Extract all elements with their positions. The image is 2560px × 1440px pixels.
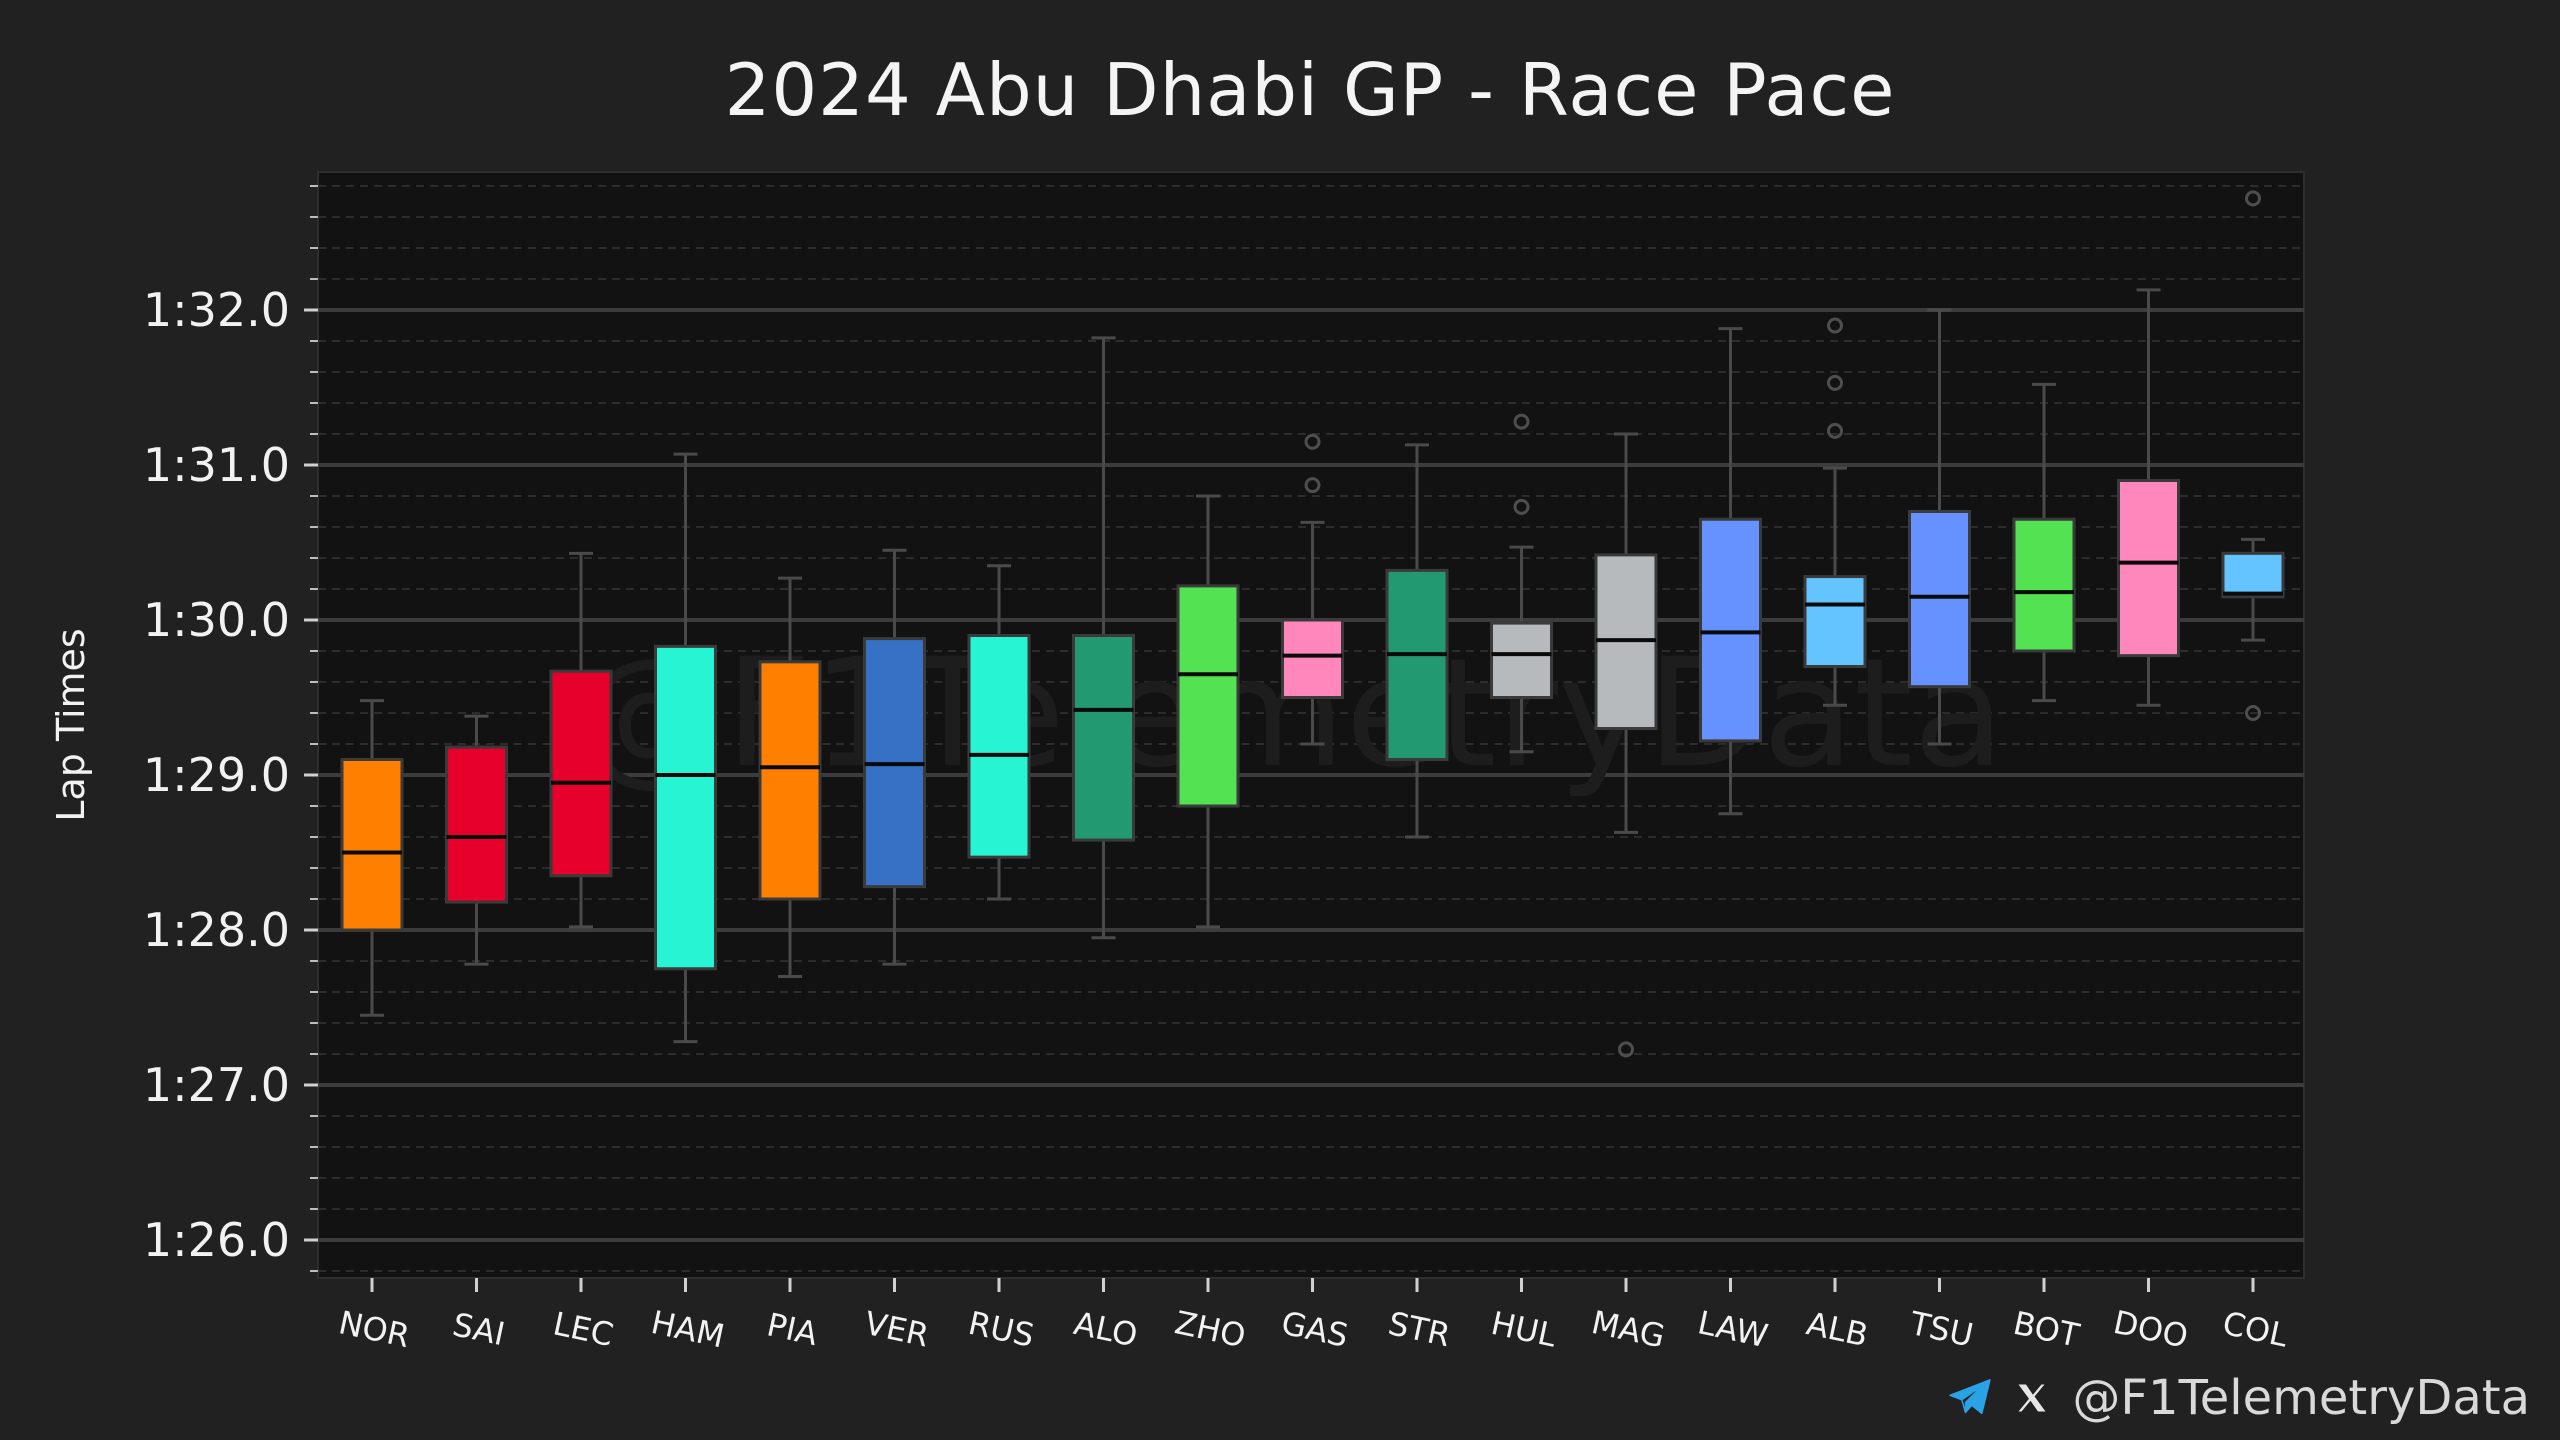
box-law — [1699, 327, 1762, 816]
y-tick-label: 1:30.0 — [143, 593, 290, 647]
x-tick-label: STR — [1385, 1304, 1454, 1354]
iqr-box — [967, 634, 1031, 859]
iqr-box — [549, 669, 613, 878]
iqr-box — [1072, 634, 1135, 842]
box-alo — [1072, 336, 1135, 940]
outlier-point — [1304, 433, 1321, 450]
x-tick-label: TSU — [1906, 1304, 1977, 1355]
iqr-box — [1908, 510, 1971, 689]
x-tick-label: BOT — [2010, 1304, 2083, 1355]
y-tick-label: 1:27.0 — [143, 1058, 290, 1112]
iqr-box — [1176, 584, 1240, 808]
box-rus — [967, 564, 1031, 901]
outlier-point — [1304, 477, 1321, 494]
box-mag — [1594, 432, 1658, 1058]
x-tick-label: RUS — [965, 1304, 1037, 1355]
box-bot — [2012, 382, 2076, 703]
x-tick-label: HAM — [648, 1303, 728, 1355]
iqr-box — [2012, 517, 2076, 653]
x-tick-label: HUL — [1488, 1304, 1560, 1355]
x-tick-label: NOR — [335, 1303, 413, 1355]
box-lec — [549, 551, 613, 929]
outlier-point — [1513, 413, 1530, 430]
y-tick-label: 1:26.0 — [143, 1213, 290, 1267]
iqr-box — [445, 745, 508, 904]
box-ver — [863, 548, 926, 966]
y-tick-label: 1:32.0 — [143, 283, 290, 337]
box-col — [2221, 190, 2285, 721]
box-doo — [2117, 288, 2180, 707]
iqr-box — [758, 660, 822, 901]
y-tick-label: 1:31.0 — [143, 438, 290, 492]
iqr-box — [1803, 575, 1867, 668]
box-hul — [1490, 413, 1553, 754]
y-tick-label: 1:29.0 — [143, 748, 290, 802]
iqr-box — [654, 644, 717, 971]
x-logo-icon — [2014, 1380, 2050, 1416]
x-tick-label: DOO — [2110, 1303, 2191, 1356]
box-pia — [758, 576, 822, 978]
watermark: @F1TelemetryData — [1948, 1370, 2530, 1426]
outlier-point — [1827, 317, 1843, 334]
x-tick-label: ALB — [1803, 1304, 1871, 1354]
iqr-box — [1281, 618, 1344, 699]
y-tick-label: 1:28.0 — [143, 903, 290, 957]
x-tick-label: MAG — [1588, 1303, 1668, 1355]
box-gas — [1281, 433, 1344, 746]
chart-title: 2024 Abu Dhabi GP - Race Pace — [724, 48, 1896, 132]
x-tick-label: GAS — [1278, 1304, 1351, 1355]
x-tick-label: LAW — [1694, 1303, 1771, 1355]
iqr-box — [2117, 479, 2180, 658]
iqr-box — [1385, 568, 1449, 762]
box-zho — [1176, 494, 1240, 929]
outlier-point — [2245, 190, 2261, 207]
iqr-box — [2221, 551, 2285, 599]
iqr-box — [340, 758, 404, 932]
watermark-handle: @F1TelemetryData — [2072, 1370, 2530, 1426]
box-nor — [340, 699, 404, 1017]
box-sai — [445, 714, 508, 966]
outlier-point — [1827, 422, 1843, 439]
x-tick-label: SAI — [449, 1305, 508, 1353]
x-tick-label: PIA — [764, 1305, 822, 1353]
outlier-point — [1827, 374, 1843, 391]
iqr-box — [1699, 517, 1762, 743]
x-tick-label: ZHO — [1172, 1303, 1250, 1355]
box-ham — [654, 452, 717, 1044]
iqr-box — [1490, 621, 1553, 699]
box-alb — [1803, 317, 1867, 707]
telegram-icon — [1948, 1378, 1992, 1418]
box-tsu — [1908, 308, 1971, 746]
box-str — [1385, 443, 1449, 839]
x-tick-label: LEC — [550, 1304, 617, 1354]
x-tick-label: COL — [2219, 1304, 2291, 1355]
y-axis-label: Lap Times — [49, 628, 93, 821]
outlier-point — [1513, 498, 1530, 515]
x-tick-label: VER — [861, 1304, 932, 1355]
x-tick-label: ALO — [1071, 1304, 1141, 1354]
outlier-point — [1618, 1041, 1634, 1058]
outlier-point — [2245, 705, 2261, 721]
